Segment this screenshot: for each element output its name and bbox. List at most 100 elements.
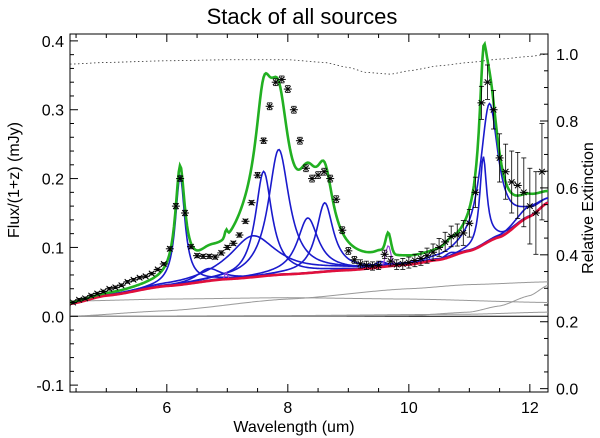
marker-stroke <box>532 209 540 217</box>
x-tick-label: 10 <box>400 400 418 417</box>
data-point <box>283 85 292 93</box>
marker-stroke <box>478 99 485 106</box>
data-point <box>253 171 262 179</box>
data-point <box>471 176 480 208</box>
marker-stroke <box>454 231 461 239</box>
marker-stroke <box>520 189 527 196</box>
marker-stroke <box>302 165 310 172</box>
data-point <box>519 157 528 228</box>
marker-stroke <box>206 253 213 260</box>
y-tick-label: 0.2 <box>42 172 64 189</box>
x-tick-label: 12 <box>521 400 539 417</box>
data-point <box>223 244 232 251</box>
marker-stroke <box>308 175 316 182</box>
marker-stroke <box>333 196 340 203</box>
data-point <box>447 225 456 248</box>
marker-stroke <box>193 252 201 259</box>
marker-stroke <box>166 245 173 252</box>
data-point <box>247 199 256 206</box>
marker-stroke <box>399 260 406 268</box>
marker-stroke <box>124 278 131 285</box>
marker-stroke <box>176 175 184 182</box>
data-point <box>135 274 144 281</box>
data-point <box>301 164 310 173</box>
series-layer <box>70 40 548 317</box>
marker-stroke <box>526 202 534 210</box>
axes <box>69 33 549 393</box>
data-point <box>326 174 335 183</box>
data-point <box>531 171 540 255</box>
data-point <box>229 240 238 247</box>
data-point <box>235 231 244 239</box>
x-tick-label: 6 <box>162 400 171 417</box>
marker-stroke <box>484 79 491 86</box>
marker-stroke <box>230 240 237 247</box>
marker-stroke <box>81 295 89 302</box>
marker-stroke <box>224 244 231 251</box>
marker-stroke <box>429 249 437 256</box>
marker-stroke <box>327 175 334 182</box>
data-point <box>176 175 185 182</box>
marker-stroke <box>284 85 291 93</box>
y2-tick-label: 0.4 <box>556 248 578 265</box>
y2-tick-label: 0.8 <box>556 114 578 131</box>
tick-layer: 6 8 10 12 -0.1 0.0 0.1 0.2 0.3 0.4 0.0 0.2 0.4 0.6 0.8… <box>36 34 578 417</box>
marker-stroke <box>405 259 412 266</box>
data-point <box>159 260 168 268</box>
marker-stroke <box>351 256 358 263</box>
marker-stroke <box>160 260 167 268</box>
data-point <box>398 258 407 270</box>
data-point <box>277 75 286 84</box>
data-point <box>265 102 274 111</box>
marker-stroke <box>130 276 137 283</box>
marker-stroke <box>441 238 449 246</box>
chart-title: Stack of all sources <box>207 4 398 29</box>
data-point <box>410 253 419 268</box>
marker-stroke <box>411 257 419 264</box>
total-model-line <box>70 40 548 304</box>
marker-stroke <box>514 182 521 189</box>
marker-stroke <box>154 266 161 273</box>
marker-stroke <box>100 288 107 295</box>
marker-stroke <box>248 199 255 206</box>
marker-stroke <box>387 258 394 265</box>
marker-stroke <box>314 171 322 179</box>
marker-stroke <box>369 262 376 270</box>
marker-stroke <box>357 260 364 268</box>
data-point <box>308 174 317 183</box>
marker-stroke <box>187 243 195 250</box>
continuum-component-line-1 <box>70 281 548 317</box>
marker-stroke <box>88 292 95 299</box>
data-point <box>507 150 516 214</box>
marker-stroke <box>172 202 180 210</box>
x-axis-title: Wavelength (um) <box>233 419 354 436</box>
marker-stroke <box>490 106 497 113</box>
data-point <box>259 137 268 144</box>
marker-stroke <box>472 189 479 196</box>
data-point <box>477 85 486 120</box>
data-point <box>314 171 323 179</box>
plot-frame <box>69 33 549 393</box>
y-tick-label: 0.1 <box>42 240 64 257</box>
marker-stroke <box>272 79 279 86</box>
marker-stroke <box>236 231 243 239</box>
marker-stroke <box>339 227 346 234</box>
y-tick-label: 0.4 <box>42 34 64 51</box>
marker-stroke <box>242 218 249 225</box>
data-point <box>165 245 174 252</box>
data-point <box>117 282 126 289</box>
marker-stroke <box>381 251 388 258</box>
data-point <box>404 256 413 269</box>
marker-stroke <box>417 255 425 262</box>
data-point <box>392 259 401 270</box>
marker-stroke <box>118 282 125 289</box>
data-point <box>435 238 444 257</box>
data-point <box>416 251 425 266</box>
y2-axis-title: Relative Extinction <box>580 142 597 274</box>
data-point <box>99 288 108 295</box>
data-point <box>483 64 492 100</box>
continuum-line <box>70 201 548 306</box>
data-point <box>123 278 132 285</box>
data-point <box>87 292 96 299</box>
